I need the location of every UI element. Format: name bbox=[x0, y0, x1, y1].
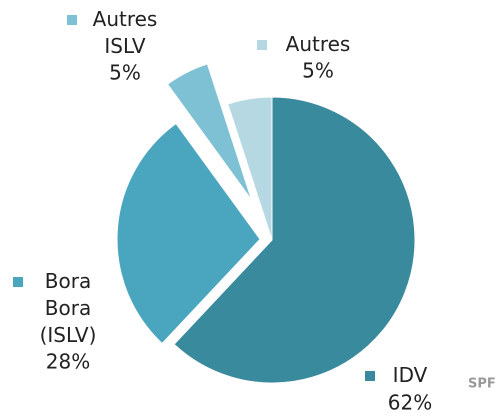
slice-value-label: 5% bbox=[109, 61, 141, 85]
slice-label: Autres ISLV bbox=[93, 7, 158, 58]
pie-slice bbox=[227, 96, 273, 241]
pie-slice bbox=[116, 122, 261, 345]
slice-label: Bora Bora (ISLV) bbox=[40, 269, 97, 347]
legend-marker bbox=[13, 277, 23, 287]
slice-value-label: 5% bbox=[302, 59, 334, 83]
source-note: SPF bbox=[468, 377, 496, 392]
slice-value-label: 62% bbox=[388, 391, 432, 415]
pie-slice bbox=[173, 96, 416, 384]
legend-marker bbox=[365, 371, 375, 381]
legend-marker bbox=[67, 15, 77, 25]
slice-label: Autres bbox=[286, 32, 351, 56]
legend-marker bbox=[257, 40, 267, 50]
pie-slice bbox=[166, 63, 253, 201]
slice-label: IDV bbox=[393, 363, 428, 387]
slice-value-label: 28% bbox=[46, 350, 90, 374]
